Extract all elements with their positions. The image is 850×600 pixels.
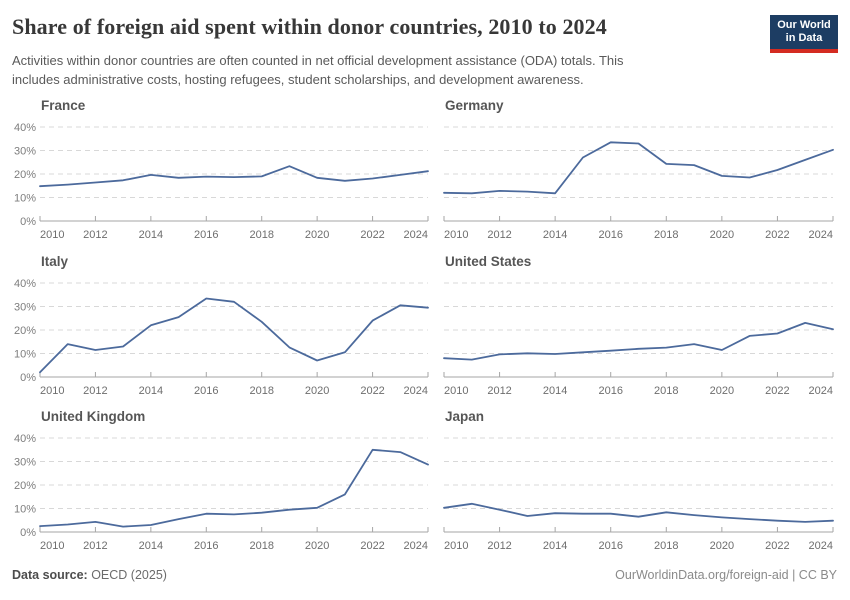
data-source: Data source: OECD (2025) — [12, 568, 167, 582]
y-tick-label: 40% — [14, 278, 36, 290]
logo-line-2: in Data — [785, 32, 823, 44]
x-tick-label: 2022 — [360, 385, 384, 397]
x-tick-label: 2014 — [543, 540, 567, 552]
series-line — [39, 165, 429, 188]
x-tick-label: 2024 — [809, 540, 833, 552]
panel-title-france: France — [41, 98, 86, 113]
y-tick-label: 0% — [20, 372, 36, 384]
panel-title-united-kingdom: United Kingdom — [41, 409, 146, 424]
y-tick-label: 20% — [14, 325, 36, 337]
x-tick-label: 2018 — [654, 385, 678, 397]
series-line — [39, 448, 429, 528]
panel-title-united-states: United States — [445, 254, 532, 269]
x-tick-label: 2020 — [305, 385, 329, 397]
line-chart-japan: 2010 2012 2014 2016 2018 2020 2022 2024 — [443, 437, 834, 552]
x-tick-label: 2012 — [487, 229, 511, 241]
y-tick-label: 10% — [14, 504, 36, 516]
panel-france: France 0% 10% 20% 30% 40% 2010 2012 2014 2016 201… — [0, 97, 430, 247]
y-tick-label: 40% — [14, 122, 36, 134]
page-subtitle: Activities within donor countries are of… — [12, 51, 772, 89]
panel-united-states: United States 2010 2012 2014 2016 2018 2020 20… — [443, 253, 834, 403]
x-tick-label: 2022 — [360, 540, 384, 552]
panel-germany: Germany 2010 2012 2014 2016 2018 2020 2022 2024 — [443, 97, 834, 247]
x-tick-label: 2018 — [249, 385, 273, 397]
logo-line-1: Our World — [777, 19, 831, 31]
x-tick-label: 2010 — [444, 540, 468, 552]
x-tick-label: 2020 — [305, 540, 329, 552]
page-title: Share of foreign aid spent within donor … — [12, 14, 607, 39]
series-line — [443, 322, 834, 361]
line-chart-united-kingdom: 0% 10% 20% 30% 40% 2010 2012 2014 2016 2018 2020 20… — [14, 433, 429, 552]
subtitle-line-2: includes administrative costs, hosting r… — [12, 72, 584, 87]
x-tick-label: 2018 — [654, 229, 678, 241]
x-tick-label: 2020 — [710, 385, 734, 397]
x-tick-label: 2012 — [83, 540, 107, 552]
series-line — [443, 141, 834, 195]
panel-title-italy: Italy — [41, 254, 69, 269]
line-chart-italy: 0% 10% 20% 30% 40% 2010 2012 2014 2016 2018 2020 20… — [14, 278, 429, 397]
x-tick-label: 2016 — [598, 385, 622, 397]
x-tick-label: 2010 — [444, 385, 468, 397]
x-tick-label: 2012 — [83, 229, 107, 241]
line-chart-germany: 2010 2012 2014 2016 2018 2020 2022 2024 — [443, 126, 834, 241]
x-tick-label: 2014 — [543, 229, 567, 241]
x-tick-label: 2010 — [40, 540, 64, 552]
x-tick-label: 2018 — [249, 540, 273, 552]
x-tick-label: 2014 — [543, 385, 567, 397]
y-tick-label: 0% — [20, 527, 36, 539]
x-tick-label: 2022 — [765, 540, 789, 552]
x-tick-label: 2016 — [194, 540, 218, 552]
x-tick-label: 2022 — [765, 229, 789, 241]
x-tick-label: 2018 — [249, 229, 273, 241]
series-line — [443, 502, 834, 523]
x-tick-label: 2024 — [809, 385, 833, 397]
x-tick-label: 2022 — [360, 229, 384, 241]
attribution: OurWorldinData.org/foreign-aid | CC BY — [615, 568, 837, 582]
x-tick-label: 2012 — [487, 385, 511, 397]
x-tick-label: 2016 — [598, 540, 622, 552]
owid-logo: Our World in Data — [770, 15, 838, 53]
panel-title-japan: Japan — [445, 409, 485, 424]
data-source-label: Data source: — [12, 568, 88, 582]
x-tick-label: 2012 — [83, 385, 107, 397]
y-tick-label: 30% — [14, 146, 36, 158]
x-tick-label: 2022 — [765, 385, 789, 397]
panel-united-kingdom: United Kingdom 0% 10% 20% 30% 40% 2010 2012 201… — [0, 408, 430, 558]
y-tick-label: 30% — [14, 457, 36, 469]
panel-title-germany: Germany — [445, 98, 504, 113]
x-tick-label: 2010 — [40, 229, 64, 241]
x-tick-label: 2016 — [194, 385, 218, 397]
x-tick-label: 2020 — [710, 540, 734, 552]
y-tick-label: 30% — [14, 302, 36, 314]
y-tick-label: 0% — [20, 216, 36, 228]
x-tick-label: 2016 — [194, 229, 218, 241]
series-line — [39, 297, 429, 374]
y-tick-label: 10% — [14, 193, 36, 205]
line-chart-france: 0% 10% 20% 30% 40% 2010 2012 2014 2016 2018 2020 20… — [14, 122, 429, 241]
x-tick-label: 2020 — [305, 229, 329, 241]
y-tick-label: 20% — [14, 169, 36, 181]
x-tick-label: 2024 — [809, 229, 833, 241]
panel-italy: Italy 0% 10% 20% 30% 40% 2010 2012 2014 2016 2018… — [0, 253, 430, 403]
data-source-value: OECD (2025) — [87, 568, 167, 582]
x-tick-label: 2014 — [139, 385, 163, 397]
x-tick-label: 2024 — [404, 540, 428, 552]
x-tick-label: 2010 — [444, 229, 468, 241]
x-tick-label: 2010 — [40, 385, 64, 397]
x-tick-label: 2024 — [404, 385, 428, 397]
x-tick-label: 2024 — [404, 229, 428, 241]
line-chart-united-states: 2010 2012 2014 2016 2018 2020 2022 2024 — [443, 282, 834, 397]
y-tick-label: 10% — [14, 349, 36, 361]
x-tick-label: 2014 — [139, 540, 163, 552]
x-tick-label: 2012 — [487, 540, 511, 552]
panel-japan: Japan 2010 2012 2014 2016 2018 2020 2022 2024 — [443, 408, 834, 558]
x-tick-label: 2016 — [598, 229, 622, 241]
x-tick-label: 2020 — [710, 229, 734, 241]
subtitle-line-1: Activities within donor countries are of… — [12, 53, 624, 68]
x-tick-label: 2014 — [139, 229, 163, 241]
y-tick-label: 20% — [14, 480, 36, 492]
y-tick-label: 40% — [14, 433, 36, 445]
x-tick-label: 2018 — [654, 540, 678, 552]
